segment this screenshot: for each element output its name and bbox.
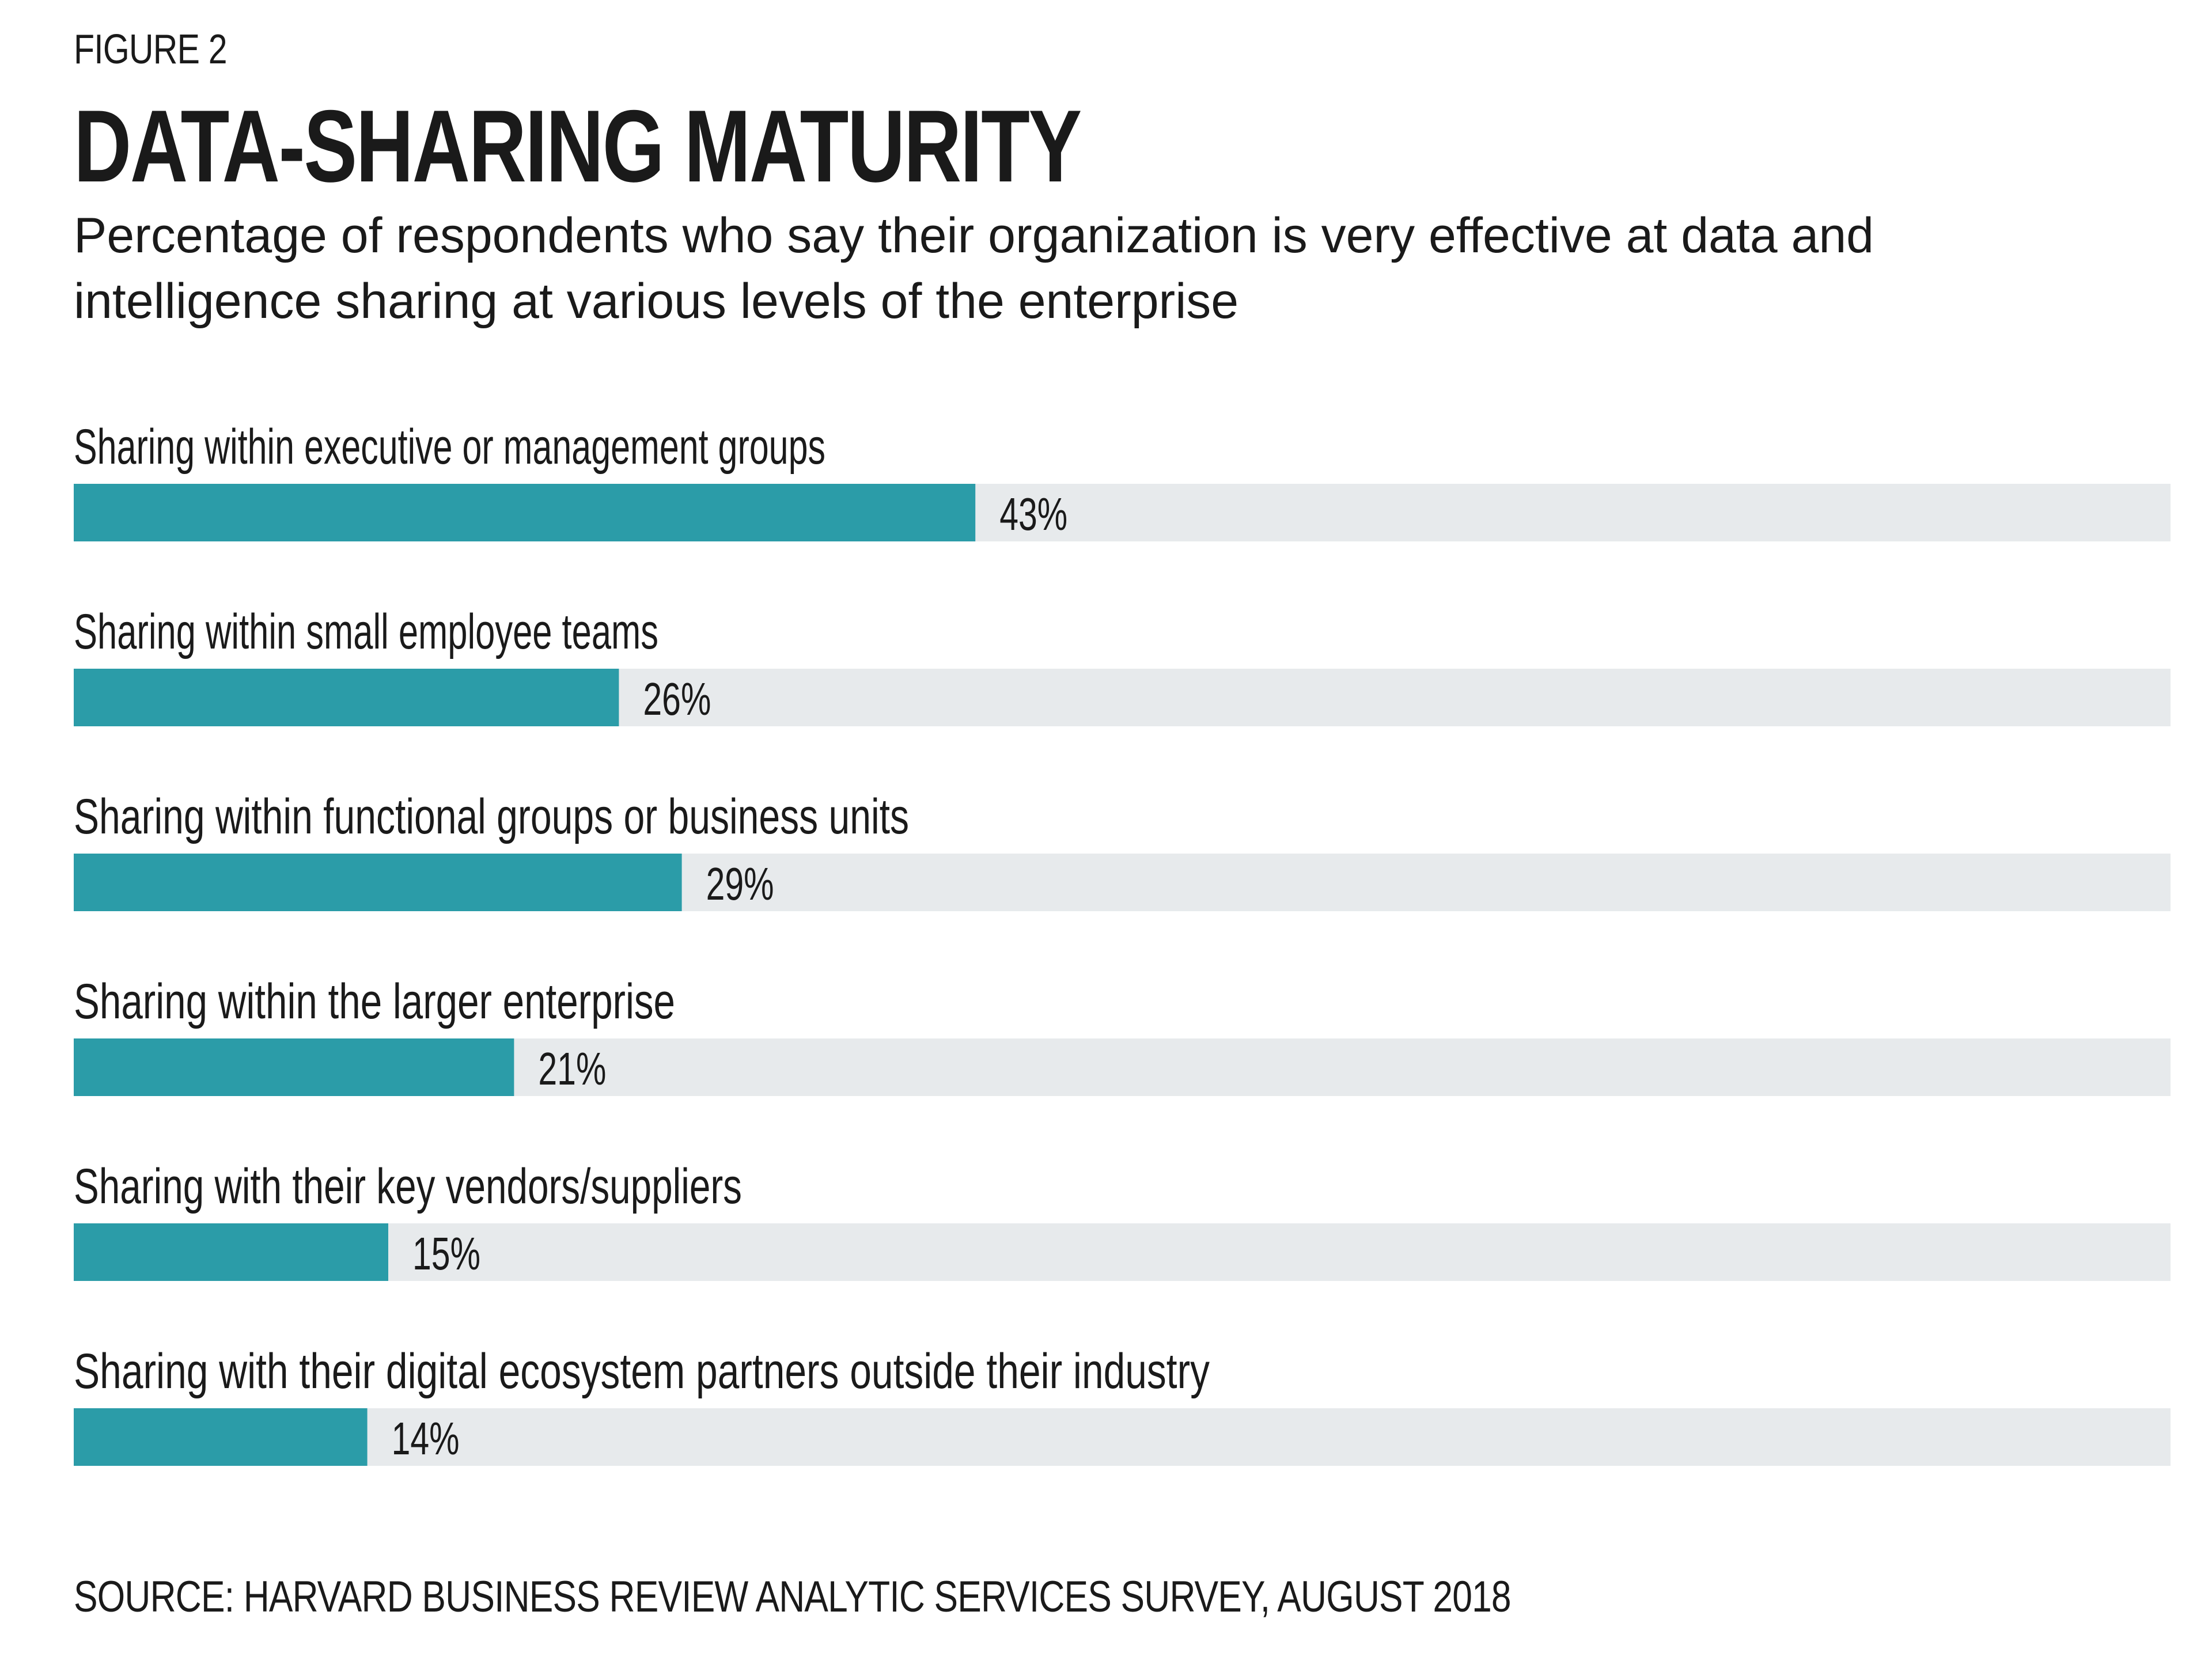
value-label: 43% (999, 488, 1067, 540)
category-label: Sharing within small employee teams (74, 604, 658, 659)
bar (74, 854, 682, 911)
figure-label: FIGURE 2 (74, 26, 228, 73)
chart-title: DATA-SHARING MATURITY (74, 89, 1082, 203)
bar (74, 1038, 514, 1096)
bar (74, 1408, 368, 1466)
bar-row: Sharing within executive or management g… (74, 419, 2171, 541)
category-label: Sharing within the larger enterprise (74, 974, 675, 1029)
bar-row: Sharing within the larger enterprise 21% (74, 974, 2171, 1096)
value-label: 29% (706, 858, 774, 909)
bar-track (74, 1408, 2171, 1466)
bar-row: Sharing with their key vendors/suppliers… (74, 1159, 2171, 1281)
bar-row: Sharing within functional groups or busi… (74, 789, 2171, 911)
category-label: Sharing with their key vendors/suppliers (74, 1159, 742, 1214)
bar-track (74, 1223, 2171, 1281)
value-label: 14% (392, 1413, 460, 1464)
bar-row: Sharing within small employee teams 26% (74, 604, 2171, 726)
bar-row: Sharing with their digital ecosystem par… (74, 1344, 2171, 1466)
bar (74, 1223, 388, 1281)
source-note: SOURCE: HARVARD BUSINESS REVIEW ANALYTIC… (74, 1572, 1512, 1621)
category-label: Sharing with their digital ecosystem par… (74, 1344, 1210, 1399)
bar (74, 669, 619, 726)
bar (74, 484, 976, 541)
value-label: 21% (538, 1043, 606, 1094)
category-label: Sharing within executive or management g… (74, 419, 825, 475)
chart-subtitle: Percentage of respondents who say their … (74, 208, 1874, 329)
category-label: Sharing within functional groups or busi… (74, 789, 909, 844)
value-label: 26% (643, 673, 711, 725)
value-label: 15% (412, 1228, 480, 1279)
